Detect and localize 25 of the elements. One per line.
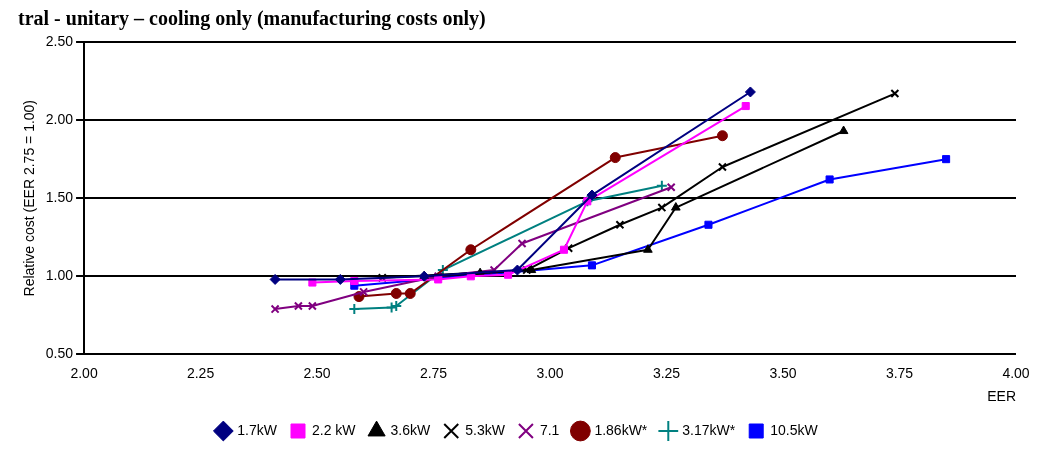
legend-label: 3.17kW* xyxy=(682,421,736,438)
x-axis-title: EER xyxy=(987,388,1016,405)
y-tick-label: 2.00 xyxy=(45,110,74,127)
x-tick-label: 2.50 xyxy=(303,364,331,381)
legend-label: 1.7kW xyxy=(237,421,278,438)
y-tick-label: 0.50 xyxy=(45,345,74,362)
y-tick-label: 1.50 xyxy=(45,189,74,206)
y-tick-label: 1.00 xyxy=(45,267,74,284)
legend-label: 1.86kW* xyxy=(594,421,648,438)
legend-label: 3.6kW xyxy=(390,421,432,438)
x-tick-label: 3.50 xyxy=(769,364,797,381)
y-tick-label: 2.50 xyxy=(45,32,74,49)
legend-label: 2.2 kW xyxy=(312,421,357,438)
x-tick-label: 2.00 xyxy=(70,364,98,381)
legend-label: 7.1 xyxy=(539,421,560,438)
legend-label: 5.3kW xyxy=(465,421,506,438)
x-tick-label: 2.75 xyxy=(419,364,448,381)
chart-title: tral - unitary – cooling only (manufacturing costs only) xyxy=(18,7,486,31)
legend-label: 10.5kW xyxy=(770,421,819,438)
y-axis-title: Relative cost (EER 2.75 = 1.00) xyxy=(21,99,38,297)
x-tick-label: 4.00 xyxy=(1002,364,1030,381)
x-tick-label: 3.00 xyxy=(536,364,564,381)
x-tick-label: 3.75 xyxy=(885,364,914,381)
x-tick-label: 2.25 xyxy=(186,364,215,381)
x-tick-label: 3.25 xyxy=(652,364,681,381)
